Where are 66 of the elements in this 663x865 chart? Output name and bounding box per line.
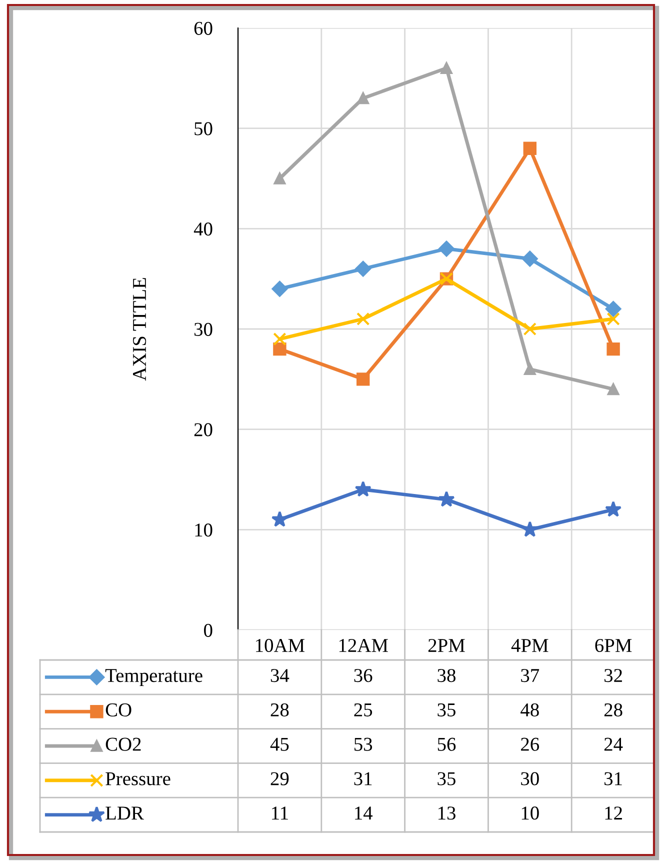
y-axis-title: AXIS TITLE [132,278,146,381]
point [606,342,620,356]
legend-label: Pressure [106,772,170,786]
point [354,480,372,497]
point [607,383,620,396]
y-tick-label: 0 [204,624,212,637]
data-label: 26 [521,738,540,751]
data-label: 29 [270,772,289,786]
point [271,510,288,527]
data-label: 36 [354,669,372,682]
data-label: 35 [438,703,456,716]
legend-label: Temperature [105,669,202,686]
point [355,260,372,277]
data-label: 31 [354,772,372,786]
data-label: 32 [604,669,622,682]
point [524,363,536,376]
data-label: 24 [604,738,623,751]
data-label: 14 [355,806,373,820]
point [356,372,370,386]
data-label: 12 [605,806,622,820]
point [273,332,286,346]
data-label: 38 [438,668,456,682]
data-label: 31 [604,772,622,786]
point [357,92,370,104]
x-tick-label: 4PM [511,639,548,652]
data-label: 53 [354,738,372,751]
data-label: 35 [438,772,456,786]
data-label: 30 [521,772,539,786]
data-label: 13 [438,806,456,820]
point [522,520,538,537]
x-tick-label: 12AM [339,638,388,652]
point [604,500,622,517]
data-label: 34 [270,669,290,682]
point [272,280,288,297]
point [523,322,536,336]
data-label: 10 [522,806,539,820]
data-label: 11 [272,806,288,820]
y-tick-label: 30 [194,322,212,336]
point [274,172,286,184]
y-tick-label: 40 [194,222,212,236]
y-tick-label: 20 [194,423,212,436]
point [440,62,452,74]
data-label: 28 [604,703,622,716]
data-label: 56 [438,738,456,751]
point [522,250,538,267]
y-tick-label: 10 [195,523,212,537]
point [523,142,536,155]
data-label: 48 [520,703,539,716]
point [606,312,620,326]
data-label: 25 [354,703,372,716]
x-tick-label: 2PM [428,638,465,652]
data-label: 37 [521,669,540,682]
data-label: 45 [270,738,289,751]
data-label: 28 [270,703,289,716]
point [438,490,455,507]
point [438,240,454,257]
point [273,342,286,356]
legend-label: LDR [106,806,144,820]
point [605,301,622,317]
y-tick-label: 60 [194,22,212,35]
legend-label: CO [106,703,132,716]
x-tick-label: 10AM [256,638,305,652]
legend-label: CO2 [106,738,141,751]
x-tick-label: 6PM [595,638,632,652]
y-tick-label: 50 [194,122,212,136]
point [356,312,370,326]
